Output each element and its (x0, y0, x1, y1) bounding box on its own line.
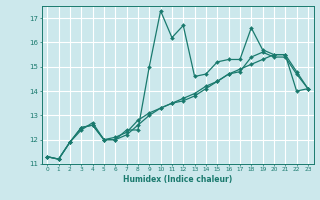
X-axis label: Humidex (Indice chaleur): Humidex (Indice chaleur) (123, 175, 232, 184)
